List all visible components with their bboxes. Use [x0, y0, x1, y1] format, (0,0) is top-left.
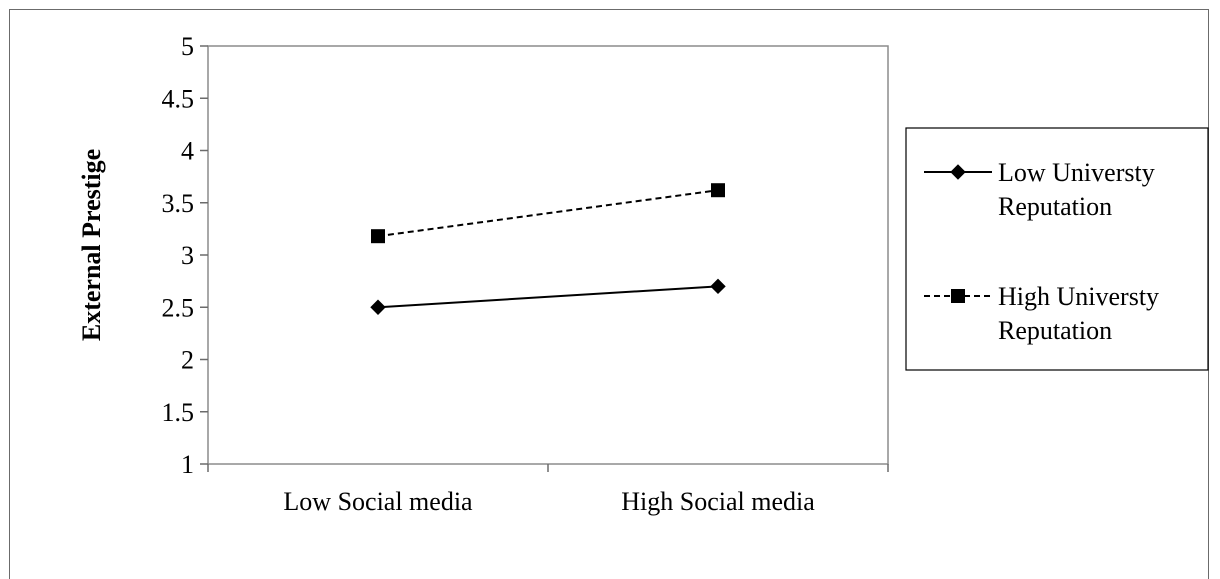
legend: Low Universty Reputation High Universty Rep… — [905, 127, 1209, 371]
x-axis: Low Social media High Social media — [207, 464, 889, 516]
y-tick-label: 3.5 — [162, 189, 195, 218]
data-point-marker — [711, 183, 725, 198]
y-axis: 1 1.5 2 2.5 3 3.5 4 4.5 5 — [162, 32, 208, 479]
legend-label: Low Universty — [998, 158, 1155, 187]
series-line — [377, 285, 719, 309]
legend-label: Reputation — [998, 316, 1112, 345]
series-layer — [370, 183, 726, 315]
legend-entry: Low Universty Reputation — [924, 158, 1155, 221]
y-tick-label: 2.5 — [162, 293, 195, 322]
data-point-marker — [371, 229, 385, 244]
series-line — [377, 189, 719, 238]
legend-marker — [950, 164, 966, 180]
legend-label: Reputation — [998, 192, 1112, 221]
legend-marker — [951, 289, 965, 303]
x-tick-label: Low Social media — [283, 487, 473, 516]
data-point-marker — [370, 299, 386, 315]
plot-area — [207, 45, 889, 465]
x-tick-label: High Social media — [621, 487, 815, 516]
y-tick-label: 4 — [181, 137, 194, 166]
y-tick-label: 1.5 — [162, 398, 195, 427]
y-tick-label: 2 — [181, 346, 194, 375]
y-tick-label: 3 — [181, 241, 194, 270]
data-point-marker — [710, 278, 726, 295]
legend-label: High Universty — [998, 282, 1159, 311]
y-axis-title: External Prestige — [77, 149, 106, 341]
y-tick-label: 5 — [181, 32, 194, 61]
series-low-reputation — [370, 278, 726, 315]
legend-entry: High Universty Reputation — [924, 282, 1159, 345]
series-high-reputation — [371, 183, 725, 244]
plot-border — [207, 45, 889, 465]
y-tick-label: 1 — [181, 450, 194, 479]
y-tick-label: 4.5 — [162, 84, 195, 113]
